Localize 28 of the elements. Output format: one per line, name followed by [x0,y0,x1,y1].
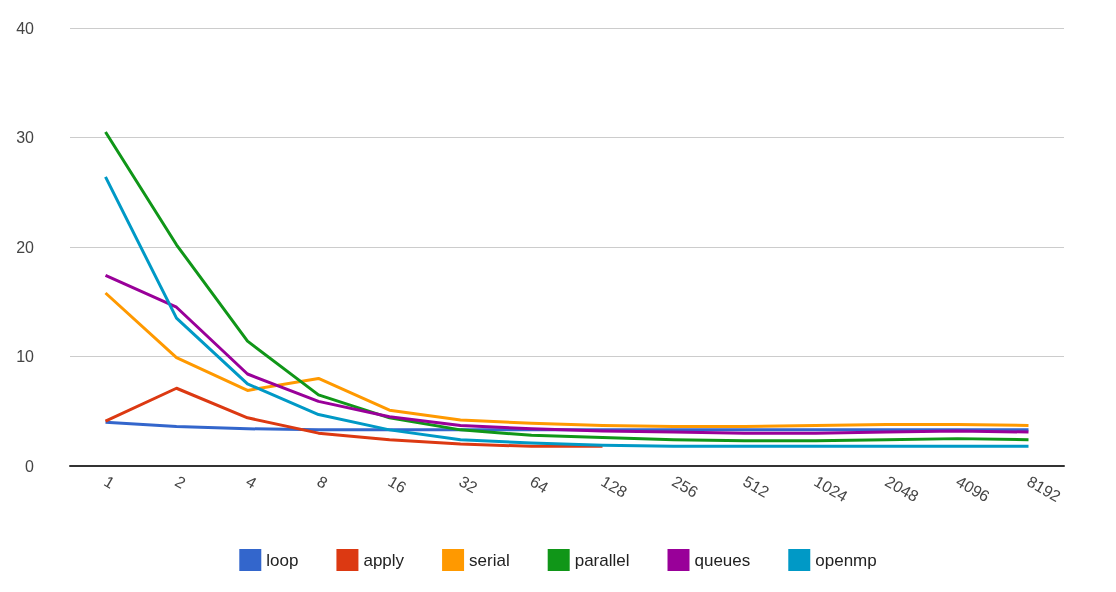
x-tick-label: 32 [456,472,481,497]
x-tick-label: 1 [101,472,118,492]
x-tick-label: 4096 [953,472,993,506]
x-tick-label: 8192 [1024,472,1064,506]
line-series [104,175,1030,448]
x-tick-label: 8 [314,472,331,492]
legend-label: serial [469,550,510,570]
y-tick-label: 40 [16,19,35,37]
legend-label: apply [363,550,405,570]
y-tick-label: 30 [16,129,35,146]
x-tick-label: 128 [598,472,630,501]
legend-label: parallel [574,550,630,570]
x-tick-label: 64 [527,472,552,497]
legend-label: queues [694,550,751,570]
x-tick-label: 2048 [882,472,922,506]
x-tick-label: 512 [740,472,772,501]
line-series [104,130,1030,443]
x-tick-label: 1024 [811,472,851,506]
legend-label: openmp [815,550,877,570]
y-tick-label: 20 [16,238,35,256]
x-tick-label: 2 [172,472,189,492]
line-series [104,386,604,448]
x-tick-label: 16 [385,472,410,497]
legend-label: loop [266,550,299,570]
x-tick-label: 4 [243,472,260,492]
y-tick-label: 10 [16,348,35,365]
y-tick-label: 0 [25,457,35,475]
x-tick-label: 256 [669,472,701,501]
